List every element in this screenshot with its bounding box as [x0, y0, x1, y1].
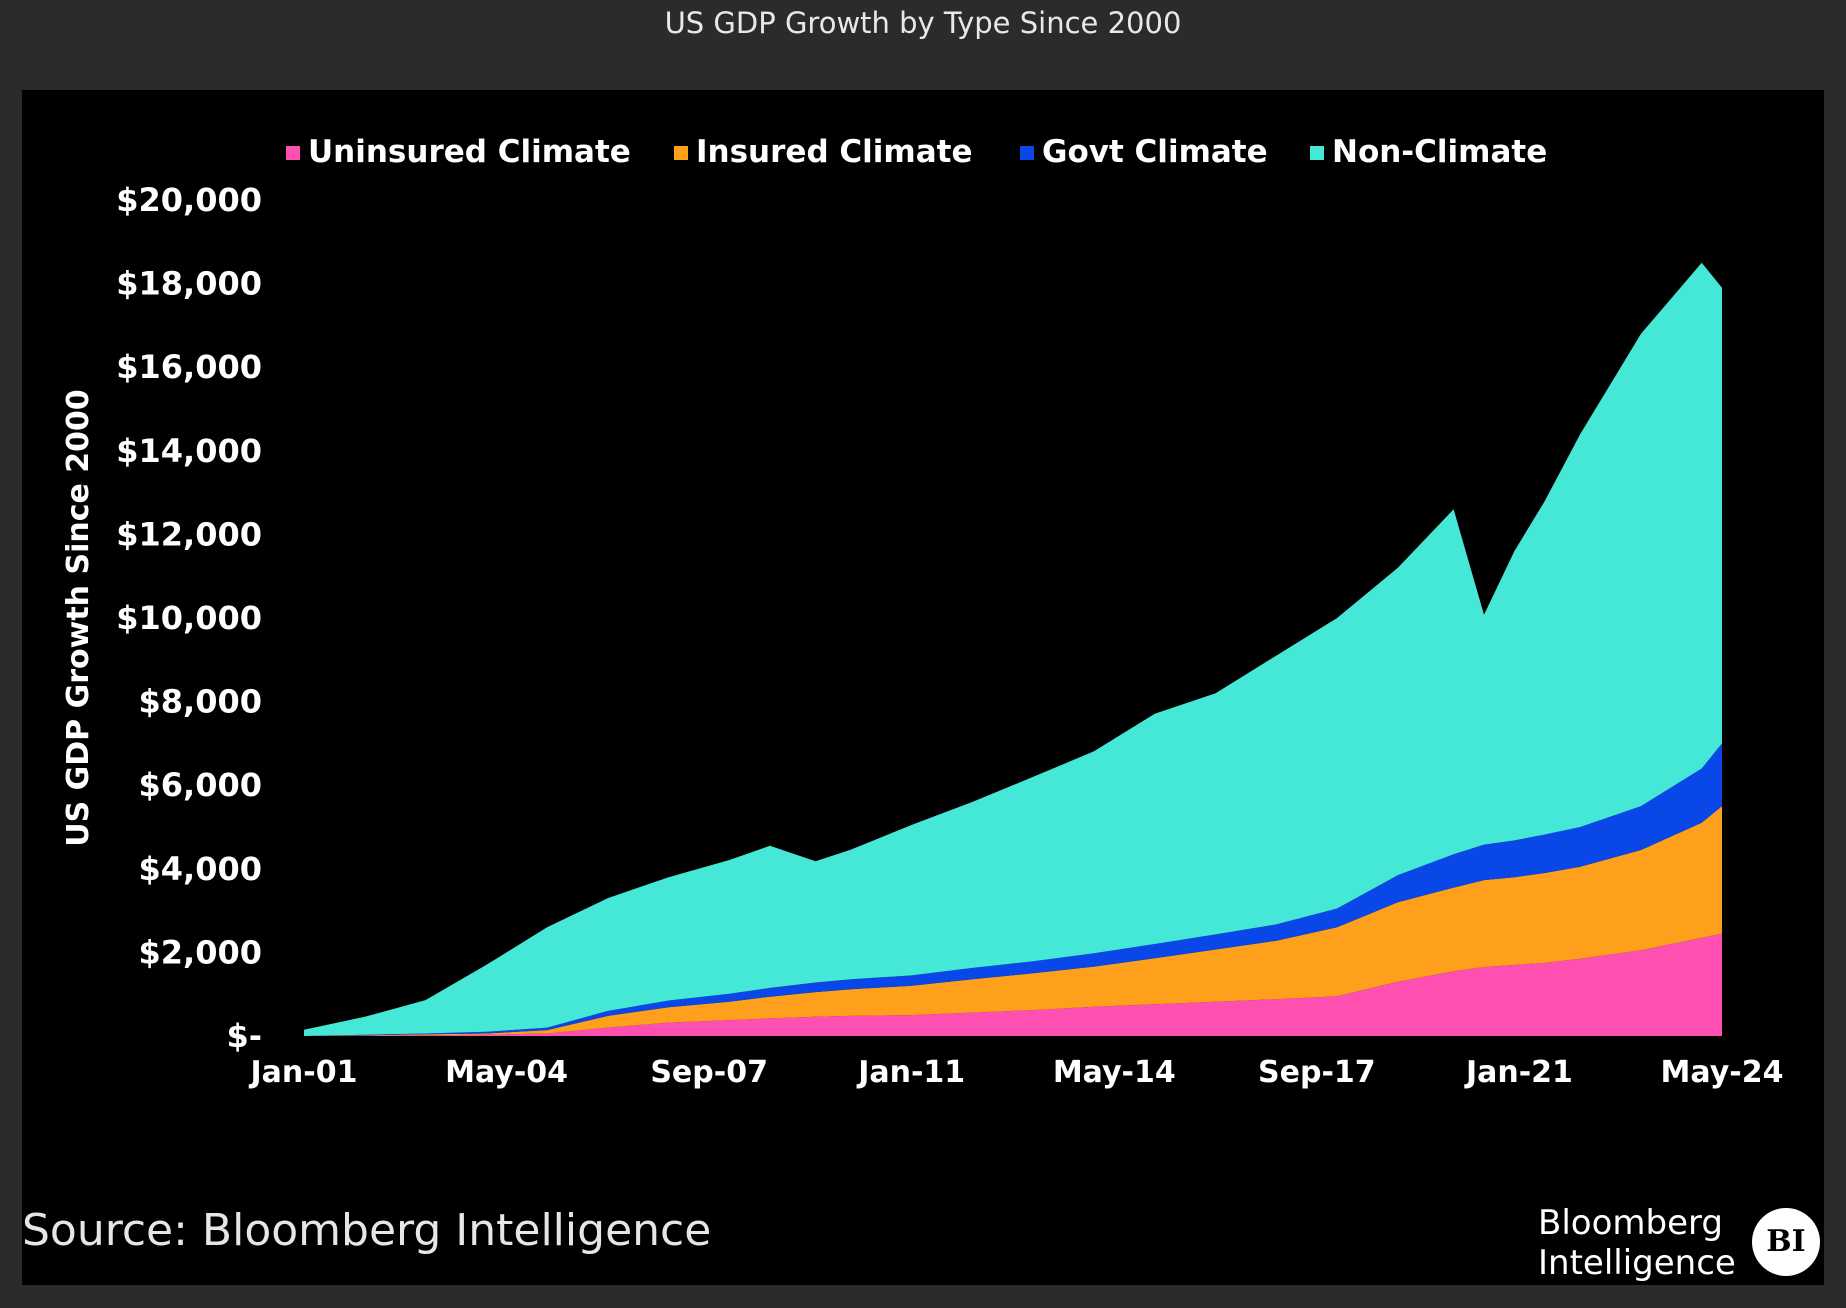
series-area-non-climate [304, 262, 1722, 1036]
series-area-insured-climate [304, 806, 1722, 1036]
series-area-uninsured-climate [304, 933, 1722, 1036]
legend-label: Non-Climate [1332, 134, 1547, 170]
legend-swatch [1020, 146, 1034, 160]
y-tick-label: $10,000 [116, 599, 262, 637]
y-tick-label: $20,000 [116, 181, 262, 219]
y-tick-label: $8,000 [139, 683, 262, 721]
source-note: Source: Bloomberg Intelligence [22, 1205, 712, 1256]
y-tick-label: $6,000 [139, 766, 262, 804]
x-tick-label: Jan-01 [249, 1055, 358, 1090]
x-tick-label: Jan-21 [1464, 1055, 1573, 1090]
x-tick-label: Sep-07 [650, 1055, 768, 1090]
x-tick-label: Jan-11 [856, 1055, 965, 1090]
y-tick-label: $18,000 [116, 265, 262, 303]
series-area-govt-climate [304, 743, 1722, 1036]
chart-panel: $- $2,000 $4,000 $6,000 $8,000 $10,000 $12,000… [22, 90, 1824, 1285]
y-tick-label: $2,000 [139, 933, 262, 971]
brand-line-2: Intelligence [1538, 1243, 1736, 1283]
x-tick-label: May-04 [445, 1055, 568, 1090]
y-tick-label: $4,000 [139, 850, 262, 888]
y-tick-label: $12,000 [116, 515, 262, 553]
legend-swatch [286, 146, 300, 160]
page-title: US GDP Growth by Type Since 2000 [664, 6, 1182, 40]
legend-label: Uninsured Climate [308, 134, 631, 170]
x-tick-label: May-14 [1053, 1055, 1176, 1090]
y-tick-label: $14,000 [116, 432, 262, 470]
legend-swatch [1310, 146, 1324, 160]
brand-line-1: Bloomberg [1538, 1203, 1723, 1243]
legend-swatch [674, 146, 688, 160]
x-tick-label: Sep-17 [1258, 1055, 1376, 1090]
legend-label: Govt Climate [1042, 134, 1268, 170]
stacked-area-chart: $- $2,000 $4,000 $6,000 $8,000 $10,000 $12,000… [61, 134, 1784, 1090]
legend-label: Insured Climate [696, 134, 973, 170]
y-tick-label: $- [226, 1017, 262, 1055]
y-axis-label: US GDP Growth Since 2000 [61, 389, 96, 847]
y-tick-label: $16,000 [116, 348, 262, 386]
brand-badge-icon: BI [1752, 1208, 1820, 1276]
brand-logo-text: Bloomberg Intelligence [1538, 1203, 1758, 1283]
x-tick-label: May-24 [1661, 1055, 1784, 1090]
